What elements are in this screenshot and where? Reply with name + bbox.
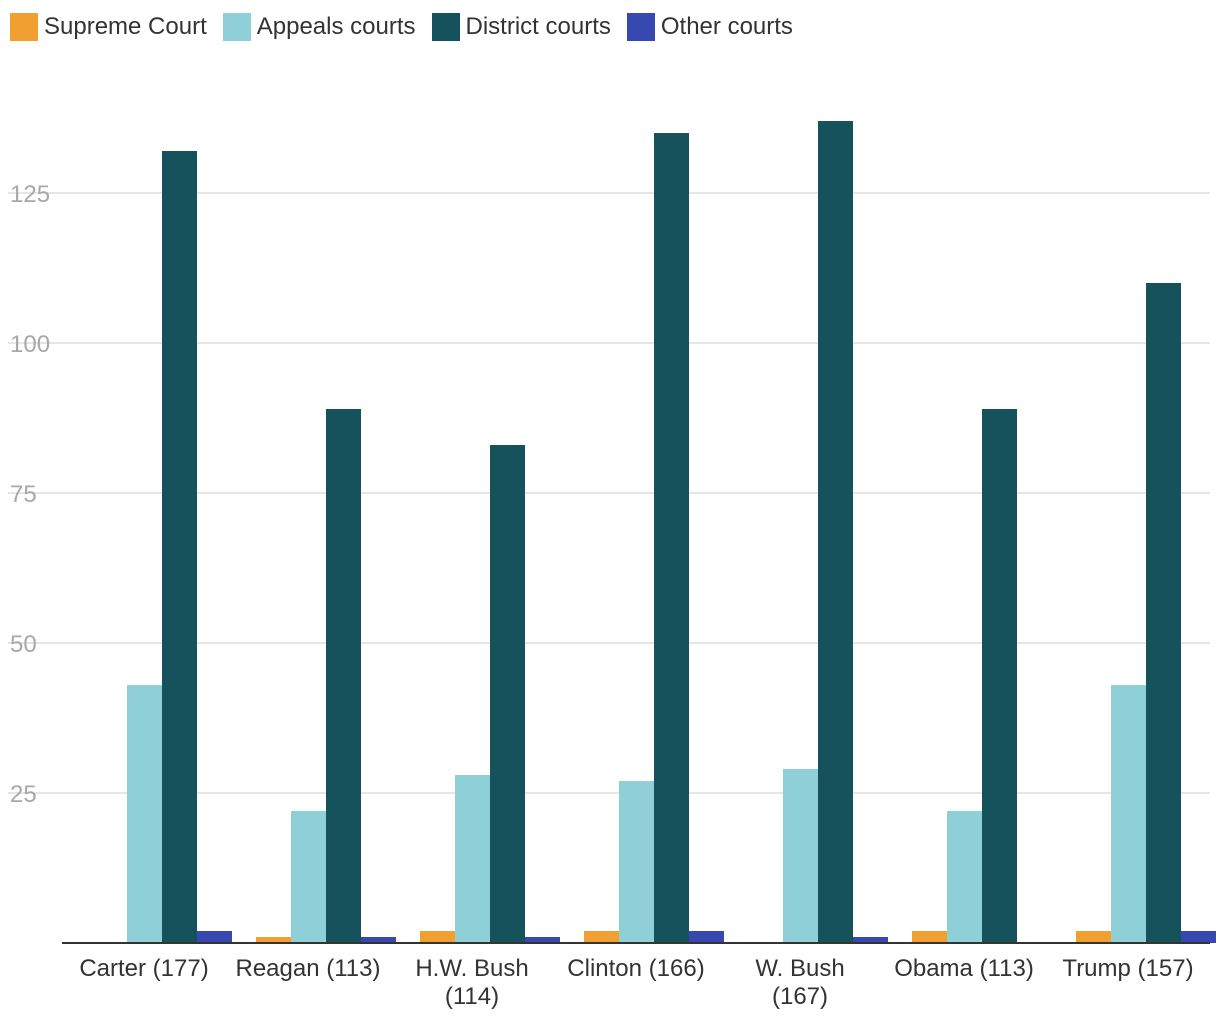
legend-item: Appeals courts	[222, 13, 416, 41]
legend: Supreme Court Appeals courts District cour…	[10, 10, 809, 44]
x-tick-label: W. Bush (167)	[755, 955, 844, 1010]
x-tick-label-line: W. Bush	[755, 955, 844, 982]
legend-swatch	[222, 13, 251, 41]
x-tick-label-line: Trump (157)	[1062, 955, 1193, 982]
bar	[1146, 283, 1181, 943]
legend-label: Appeals courts	[256, 13, 416, 40]
legend-label: District courts	[465, 13, 611, 40]
x-tick-label: Carter (177)	[79, 955, 208, 982]
bar	[197, 931, 232, 943]
bar	[982, 409, 1017, 943]
legend-swatch	[431, 13, 460, 41]
x-tick-label: H.W. Bush (114)	[415, 955, 528, 1010]
bar	[525, 937, 560, 943]
bar	[654, 133, 689, 943]
bar	[1076, 931, 1111, 943]
legend-swatch	[626, 13, 655, 41]
bar	[361, 937, 396, 943]
x-tick-label: Trump (157)	[1062, 955, 1193, 982]
bar	[584, 931, 619, 943]
x-tick-label-line: H.W. Bush	[415, 955, 528, 982]
legend-item: Other courts	[626, 13, 793, 41]
bar	[947, 811, 982, 943]
x-tick-label-line: Reagan (113)	[236, 955, 381, 982]
x-tick-label-line: (114)	[445, 983, 499, 1010]
bar	[455, 775, 490, 943]
legend-item: District courts	[431, 13, 611, 41]
bar	[783, 769, 818, 943]
bar	[127, 685, 162, 943]
bar	[291, 811, 326, 943]
bar	[256, 937, 291, 943]
y-tick-label: 125	[10, 181, 50, 208]
y-tick-label: 50	[10, 631, 37, 658]
bar	[912, 931, 947, 943]
x-tick-label: Reagan (113)	[236, 955, 381, 982]
x-tick-label: Clinton (166)	[567, 955, 704, 982]
y-tick-label: 25	[10, 781, 37, 808]
x-tick-label-line: Clinton (166)	[567, 955, 704, 982]
legend-label: Other courts	[660, 13, 793, 40]
bar	[619, 781, 654, 943]
bar	[1181, 931, 1216, 943]
legend-label: Supreme Court	[44, 13, 207, 40]
x-tick-label: Obama (113)	[894, 955, 1034, 982]
x-tick-label-line: Obama (113)	[894, 955, 1034, 982]
legend-swatch	[10, 13, 38, 41]
x-tick-label-line: (167)	[772, 983, 828, 1010]
bar	[818, 121, 853, 943]
bar	[162, 151, 197, 943]
bar	[490, 445, 525, 943]
bar	[420, 931, 455, 943]
bar	[689, 931, 724, 943]
legend-item: Supreme Court	[10, 13, 207, 41]
bar	[326, 409, 361, 943]
x-tick-label-line: Carter (177)	[79, 955, 208, 982]
y-tick-label: 100	[10, 331, 50, 358]
y-tick-label: 75	[10, 481, 37, 508]
bar	[1111, 685, 1146, 943]
bar	[853, 937, 888, 943]
